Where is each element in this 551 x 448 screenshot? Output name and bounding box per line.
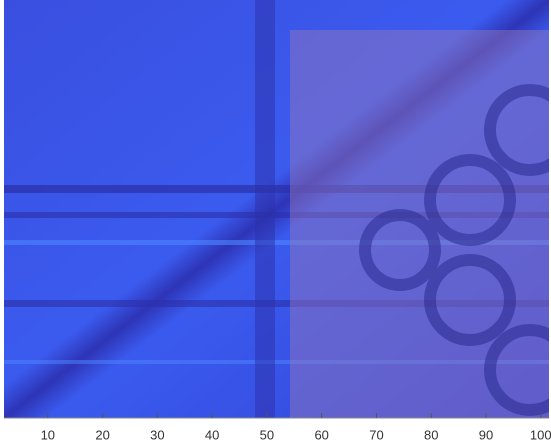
chart: 10 20 30 40 50 60 70 80 90 100 [0,0,551,448]
page: 102030405060708090100 (() => { const dat… [0,0,551,448]
x-tick-label: 20 [95,427,109,442]
x-tick-label: 10 [41,427,55,442]
image-area [4,0,551,418]
band [255,0,275,418]
x-tick-label: 80 [424,427,438,442]
x-tick-label: 50 [260,427,274,442]
x-tick-label: 90 [479,427,493,442]
x-tick-label: 100 [530,427,551,442]
x-tick-label: 60 [314,427,328,442]
x-tick-label: 70 [369,427,383,442]
x-tick-label: 30 [150,427,164,442]
x-tick-label: 40 [205,427,219,442]
